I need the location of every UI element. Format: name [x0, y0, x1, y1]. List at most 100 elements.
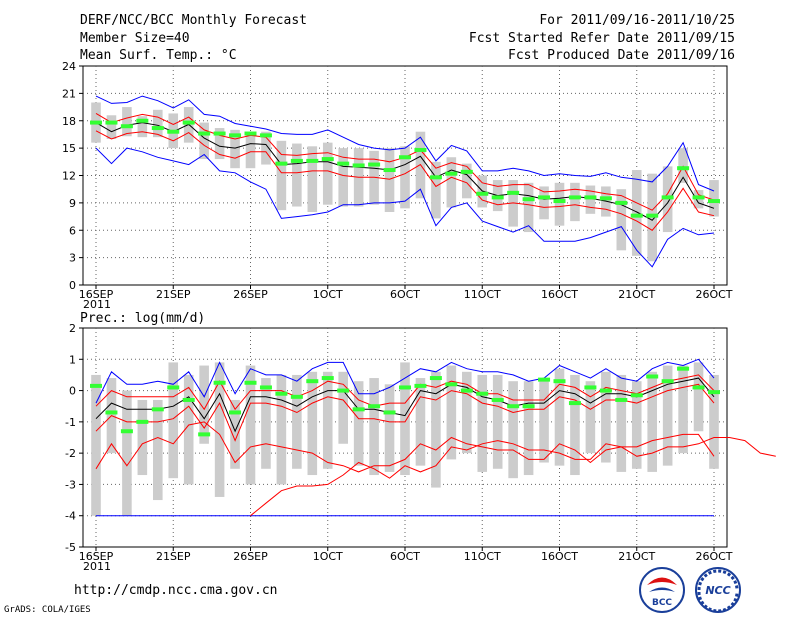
bcc-logo: BCC [639, 567, 685, 613]
spread-box [307, 146, 318, 212]
y-tick-label: 24 [62, 60, 76, 73]
y-tick-label: 1 [69, 353, 76, 366]
spread-box [384, 384, 395, 472]
spread-box [400, 362, 410, 476]
spread-box [616, 374, 627, 472]
x-tick-label: 2011 [83, 298, 111, 311]
series-line-floor [250, 437, 776, 517]
spread-box [477, 374, 488, 472]
spread-box [570, 374, 580, 476]
spread-box [462, 163, 472, 199]
x-tick-label: 21OCT [618, 550, 655, 563]
spread-box [214, 128, 225, 160]
series-line-max [95, 95, 715, 192]
spread-box [322, 142, 333, 205]
spread-box [585, 381, 596, 454]
spread-box [709, 374, 719, 469]
spread-box [400, 146, 410, 209]
chart-title: DERF/NCC/BCC Monthly Forecast [80, 13, 307, 28]
spread-box [153, 399, 163, 501]
variable-label: Mean Surf. Temp.: °C [80, 48, 237, 63]
x-tick-label: 16OCT [541, 550, 578, 563]
spread-box [230, 399, 240, 469]
series-line-lower [95, 383, 715, 442]
forecast-produced: Fcst Produced Date 2011/09/16 [508, 48, 735, 63]
series-line-min [95, 421, 715, 473]
x-tick-label: 1OCT [313, 550, 343, 563]
spread-box [678, 365, 688, 454]
spread-box [214, 362, 225, 497]
x-tick-label: 6OCT [390, 550, 420, 563]
x-tick-label: 26SEP [233, 288, 268, 301]
x-tick-label: 26OCT [695, 550, 732, 563]
spread-box [693, 362, 704, 432]
spread-box [554, 182, 565, 226]
member-size: Member Size=40 [80, 31, 190, 46]
x-tick-label: 21SEP [156, 550, 191, 563]
spread-box [631, 381, 642, 469]
spread-box [292, 374, 302, 469]
y-tick-label: 21 [62, 87, 76, 100]
spread-box [539, 378, 549, 463]
spread-box [431, 371, 441, 488]
spread-box [616, 189, 627, 251]
spread-box [199, 122, 209, 160]
spread-box [137, 116, 148, 138]
spread-box [508, 381, 518, 479]
y-tick-label: 0 [69, 385, 76, 398]
spread-box [384, 148, 395, 212]
forecast-period: For 2011/09/16-2011/10/25 [539, 13, 735, 28]
spread-box [523, 381, 534, 476]
x-tick-label: 16SEP [79, 288, 114, 301]
x-tick-label: 1OCT [313, 288, 343, 301]
x-tick-label: 16SEP [79, 550, 114, 563]
spread-box [631, 170, 642, 256]
series-line-mean [95, 377, 715, 433]
x-tick-label: 21SEP [156, 288, 191, 301]
x-tick-label: 21OCT [618, 288, 655, 301]
spread-box [307, 371, 318, 476]
spread-box [199, 365, 209, 444]
spread-box [523, 182, 534, 233]
spread-box [492, 374, 503, 469]
spread-box [122, 390, 132, 516]
y-tick-label: 3 [69, 252, 76, 265]
logos: BCC NCC [639, 567, 741, 613]
spread-box [369, 378, 379, 476]
y-tick-label: 0 [69, 279, 76, 292]
spread-box [276, 140, 287, 211]
forecast-started: Fcst Started Refer Date 2011/09/15 [468, 31, 735, 46]
spread-box [261, 378, 271, 469]
source-url[interactable]: http://cmdp.ncc.cma.gov.cn [74, 583, 278, 598]
spread-box [415, 378, 426, 466]
spread-box [462, 371, 472, 454]
spread-box [106, 115, 117, 139]
y-tick-label: -4 [65, 510, 76, 523]
precip-title: Prec.: log(mm/d) [80, 311, 205, 326]
y-tick-label: -2 [65, 447, 76, 460]
x-tick-label: 26SEP [233, 550, 268, 563]
ncc-logo-text: NCC [705, 584, 730, 597]
bcc-logo-text: BCC [652, 598, 672, 608]
x-tick-label: 6OCT [390, 288, 420, 301]
x-tick-label: 11OCT [464, 288, 501, 301]
spread-box [230, 129, 240, 169]
spread-box [662, 365, 673, 466]
y-tick-label: 9 [69, 197, 76, 210]
y-tick-label: -3 [65, 478, 76, 491]
spread-box [570, 182, 580, 222]
spread-box [446, 365, 457, 460]
spread-box [338, 371, 348, 444]
spread-box [601, 371, 611, 463]
spread-box [261, 131, 271, 165]
series-line-lower [95, 130, 715, 231]
series-line-upper [95, 374, 715, 411]
spread-box [168, 362, 179, 479]
spread-box [276, 374, 287, 485]
series-line-max [95, 358, 715, 404]
spread-box [153, 109, 163, 138]
spread-box [122, 107, 132, 137]
y-tick-label: 15 [62, 142, 76, 155]
